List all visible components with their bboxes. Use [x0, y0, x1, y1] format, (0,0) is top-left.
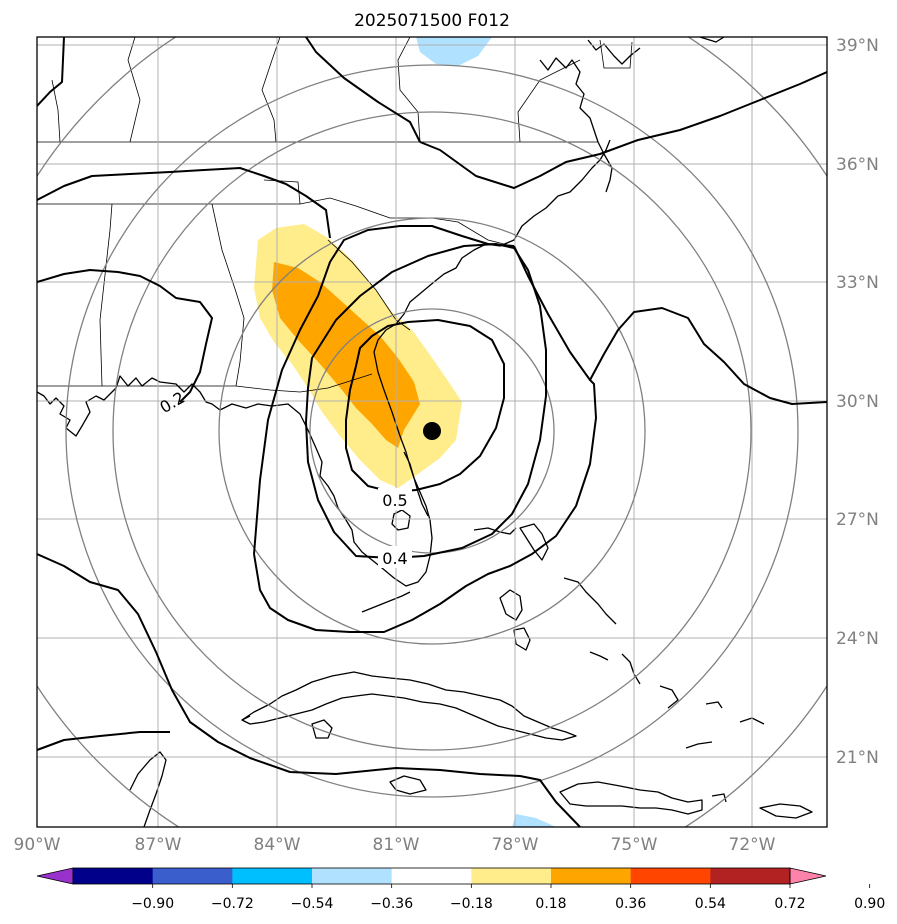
- lat-tick-label: 21°N: [836, 748, 879, 768]
- lon-tick-label: 81°W: [373, 835, 420, 855]
- colorbar-tick-label: 0.18: [535, 896, 566, 912]
- bahamas-2: [519, 523, 549, 561]
- colorbar-segment: [471, 868, 552, 884]
- contour-0-4: [305, 243, 547, 559]
- bahamas-6: [589, 651, 609, 661]
- storm-center-marker: [423, 422, 441, 440]
- contour-sw-1: [37, 731, 170, 751]
- colorbar: −0.90 −0.72 −0.54 −0.36 −0.18 0.18 0.36 0.54 0.7…: [36, 867, 885, 912]
- lon-tick-label: 78°W: [492, 835, 539, 855]
- ne-coast: [699, 37, 725, 43]
- map-panel: 0.2 0.5 0.4: [37, 37, 827, 827]
- contour-label-0-4: 0.4: [382, 549, 407, 568]
- lon-tick-label: 90°W: [14, 835, 61, 855]
- range-ring-1: [309, 308, 555, 554]
- figure-title: 2025071500 F012: [354, 11, 510, 31]
- colorbar-segment: [551, 868, 632, 884]
- colorbar-tick-label: 0.54: [695, 896, 726, 912]
- contour-0-3b: [487, 243, 515, 247]
- colorbar-segment: [152, 868, 233, 884]
- hispaniola: [559, 781, 703, 815]
- bahamas-1: [499, 589, 523, 621]
- colorbar-segment: [630, 868, 711, 884]
- colorbar-tick-label: −0.90: [131, 896, 174, 912]
- gulf-coast: [37, 139, 611, 587]
- colorbar-segment: [232, 868, 313, 884]
- colorbar-tick-label: −0.36: [370, 896, 413, 912]
- graticule: [37, 37, 827, 827]
- lat-tick-labels: 39°N 36°N 33°N 30°N 27°N 24°N 21°N: [836, 36, 879, 768]
- lon-tick-label: 84°W: [254, 835, 301, 855]
- lat-tick-label: 27°N: [836, 510, 879, 530]
- colorbar-tick-label: −0.72: [211, 896, 254, 912]
- contour-nw-1: [37, 37, 65, 107]
- contour-0-1-north: [305, 37, 421, 143]
- colorbar-tick-label: 0.90: [854, 896, 885, 912]
- contour-0-3-east: [513, 245, 827, 405]
- yucatan: [129, 751, 167, 827]
- contour-0-3-south: [253, 379, 597, 633]
- turks: [705, 701, 723, 709]
- colorbar-extend-low: [36, 867, 74, 885]
- puerto-rico: [759, 803, 813, 819]
- colorbar-tick-label: 0.36: [615, 896, 646, 912]
- lon-tick-label: 75°W: [611, 835, 658, 855]
- contour-lines: [37, 37, 827, 827]
- lat-tick-label: 30°N: [836, 392, 879, 412]
- lon-tick-label: 87°W: [135, 835, 182, 855]
- lat-tick-label: 33°N: [836, 273, 879, 293]
- map-frame: [36, 36, 828, 828]
- contour-0-2-cape: [419, 71, 827, 189]
- range-rings: [37, 37, 827, 827]
- colorbar-tick-label: −0.18: [450, 896, 493, 912]
- range-ring-3: [112, 111, 752, 751]
- pr-2: [711, 793, 727, 803]
- shade-light-blue-bottom: [512, 814, 556, 827]
- lon-tick-labels: 90°W 87°W 84°W 81°W 78°W 75°W 72°W: [14, 835, 776, 855]
- colorbar-segment: [391, 868, 472, 884]
- contour-label-0-5: 0.5: [382, 491, 407, 510]
- bahamas-8: [659, 685, 679, 709]
- colorbar-extend-high: [789, 867, 827, 885]
- range-ring-4: [65, 64, 799, 798]
- shade-light-blue-top: [416, 37, 492, 66]
- contour-0-2-west: [37, 553, 581, 827]
- cayman: [241, 715, 251, 721]
- delmarva: [587, 39, 641, 65]
- colorbar-outline: [72, 867, 791, 885]
- contour-0-3: [253, 225, 489, 555]
- contour-0-2: [37, 269, 213, 403]
- contour-0-2-north: [37, 167, 331, 239]
- bahamas-7: [621, 653, 641, 685]
- bahamas-4: [563, 577, 617, 625]
- lat-tick-label: 36°N: [836, 155, 879, 175]
- chesapeake: [539, 57, 613, 193]
- cuba: [241, 671, 577, 741]
- range-ring-2: [218, 217, 646, 645]
- colorbar-segment: [710, 868, 791, 884]
- bahamas-5: [513, 627, 531, 651]
- colorbar-tick-label: −0.54: [291, 896, 334, 912]
- colorbar-segment: [73, 868, 154, 884]
- lat-tick-label: 24°N: [836, 629, 879, 649]
- lon-tick-label: 72°W: [729, 835, 776, 855]
- cape-canaveral: [403, 451, 429, 517]
- contour-labels: 0.2 0.5 0.4: [156, 388, 412, 568]
- colorbar-tick-label: 0.72: [774, 896, 805, 912]
- lat-tick-label: 39°N: [836, 36, 879, 56]
- contour-0-5: [345, 319, 505, 493]
- colorbar-segment: [312, 868, 393, 884]
- florida-keys: [361, 591, 411, 613]
- caribbean-isle-2: [685, 741, 713, 749]
